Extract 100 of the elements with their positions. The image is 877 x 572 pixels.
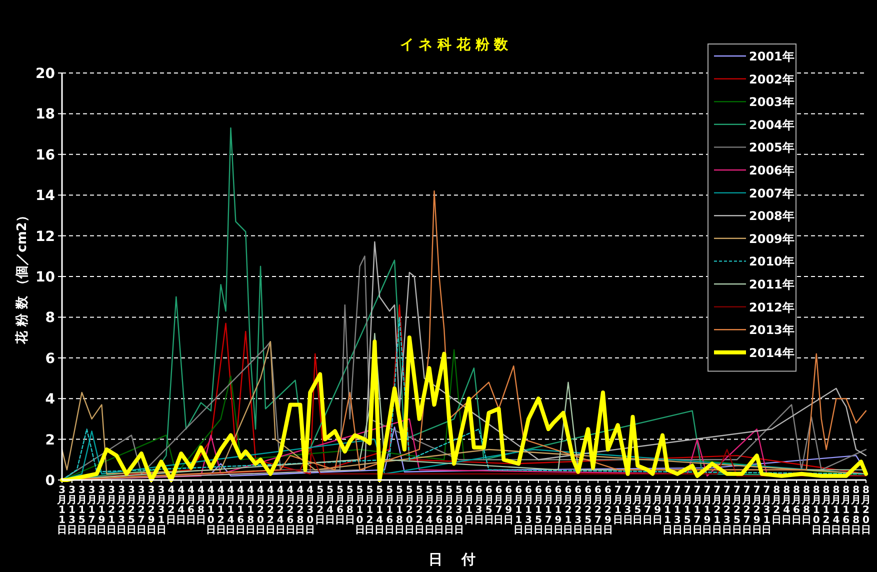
y-tick-label: 6 bbox=[45, 350, 55, 367]
x-tick-label: 7月23日 bbox=[721, 485, 732, 536]
x-tick-label: 4月18日 bbox=[244, 485, 256, 536]
x-tick-label: 3月17日 bbox=[86, 485, 97, 536]
legend-label: 2007年 bbox=[749, 186, 794, 200]
x-tick-label: 4月4日 bbox=[175, 485, 186, 526]
x-tick-label: 5月4日 bbox=[324, 485, 335, 526]
x-tick-label: 7月27日 bbox=[740, 485, 752, 536]
x-tick-label: 8月4日 bbox=[780, 485, 792, 526]
x-tick-label: 8月10日 bbox=[810, 485, 822, 536]
y-tick-label: 0 bbox=[45, 473, 56, 489]
x-tick-label: 7月29日 bbox=[750, 485, 762, 536]
x-tick-label: 6月5日 bbox=[482, 485, 494, 526]
x-tick-label: 5月6日 bbox=[334, 485, 345, 526]
x-tick-label: 3月23日 bbox=[116, 485, 127, 536]
x-tick-label: 6月3日 bbox=[472, 485, 484, 526]
x-tick-label: 5月22日 bbox=[413, 485, 424, 536]
x-tick-label: 3月15日 bbox=[76, 485, 87, 536]
x-tick-label: 5月8日 bbox=[344, 485, 355, 526]
legend-label: 2011年 bbox=[749, 278, 794, 292]
x-tick-label: 5月12日 bbox=[364, 485, 375, 536]
x-tick-label: 6月11日 bbox=[512, 485, 524, 536]
x-tick-label: 4月16日 bbox=[234, 485, 246, 536]
x-tick-label: 7月13日 bbox=[671, 485, 682, 536]
x-tick-label: 7月1日 bbox=[612, 485, 623, 526]
x-tick-label: 4月2日 bbox=[165, 485, 176, 526]
x-tick-label: 7月25日 bbox=[730, 485, 742, 536]
x-tick-label: 7月7日 bbox=[642, 485, 653, 526]
x-tick-label: 3月13日 bbox=[66, 485, 77, 536]
y-tick-label: 14 bbox=[36, 188, 56, 204]
x-tick-label: 6月1日 bbox=[462, 485, 474, 526]
x-tick-label: 5月30日 bbox=[453, 485, 464, 536]
legend-label: 2003年 bbox=[749, 95, 794, 110]
x-tick-label: 4月12日 bbox=[214, 485, 226, 536]
x-tick-label: 7月17日 bbox=[691, 485, 702, 536]
y-tick-label: 16 bbox=[36, 147, 55, 164]
x-tick-label: 3月11日 bbox=[56, 485, 67, 536]
chart-title: イ ネ 科 花 粉 数 bbox=[400, 37, 510, 53]
x-tick-label: 6月13日 bbox=[522, 485, 534, 536]
x-tick-label: 5月2日 bbox=[314, 485, 326, 526]
x-tick-label: 5月18日 bbox=[393, 485, 404, 536]
x-tick-label: 8月18日 bbox=[850, 485, 862, 536]
x-tick-label: 8月2日 bbox=[770, 485, 782, 526]
x-tick-label: 4月24日 bbox=[274, 485, 286, 536]
y-tick-label: 10 bbox=[36, 270, 56, 286]
legend-label: 2013年 bbox=[749, 323, 794, 338]
x-tick-label: 6月15日 bbox=[532, 485, 544, 536]
x-tick-label: 5月10日 bbox=[354, 485, 365, 536]
y-tick-label: 20 bbox=[36, 66, 56, 82]
x-tick-label: 3月29日 bbox=[145, 485, 156, 536]
y-tick-label: 8 bbox=[45, 310, 55, 326]
legend-label: 2002年 bbox=[749, 72, 794, 86]
x-tick-label: 8月20日 bbox=[860, 485, 871, 536]
x-tick-label: 6月9日 bbox=[502, 485, 514, 526]
x-tick-label: 8月14日 bbox=[830, 485, 842, 536]
x-tick-label: 6月7日 bbox=[492, 485, 504, 526]
x-tick-label: 6月29日 bbox=[602, 485, 613, 536]
x-tick-label: 7月11日 bbox=[661, 485, 672, 536]
x-tick-label: 7月5日 bbox=[632, 485, 643, 526]
x-tick-label: 7月19日 bbox=[701, 485, 712, 536]
x-tick-label: 5月28日 bbox=[443, 485, 454, 536]
x-tick-label: 5月26日 bbox=[433, 485, 444, 536]
x-tick-label: 3月21日 bbox=[106, 485, 117, 536]
legend-label: 2014年 bbox=[749, 346, 794, 360]
x-tick-label: 4月14日 bbox=[224, 485, 236, 536]
x-tick-label: 3月27日 bbox=[135, 485, 146, 536]
x-tick-label: 7月9日 bbox=[652, 485, 663, 526]
y-tick-label: 18 bbox=[36, 106, 55, 123]
x-tick-label: 4月6日 bbox=[185, 485, 196, 526]
x-axis-title: 日 付 bbox=[428, 552, 476, 568]
x-tick-label: 6月25日 bbox=[582, 485, 594, 536]
x-tick-label: 6月27日 bbox=[592, 485, 603, 536]
x-tick-label: 4月30日 bbox=[304, 485, 316, 536]
x-tick-label: 5月24日 bbox=[423, 485, 434, 536]
legend-label: 2009年 bbox=[749, 232, 794, 246]
legend-label: 2005年 bbox=[749, 140, 794, 155]
x-tick-label: 8月12日 bbox=[820, 485, 832, 536]
x-tick-label: 8月16日 bbox=[840, 485, 852, 536]
x-tick-label: 6月21日 bbox=[562, 485, 574, 536]
x-tick-label: 6月19日 bbox=[552, 485, 564, 536]
x-tick-label: 3月25日 bbox=[125, 485, 136, 536]
x-tick-label: 5月14日 bbox=[374, 485, 385, 536]
legend-label: 2006年 bbox=[749, 164, 794, 178]
x-tick-label: 4月10日 bbox=[204, 485, 216, 536]
x-tick-label: 7月3日 bbox=[622, 485, 633, 526]
legend-label: 2001年 bbox=[749, 50, 794, 64]
x-tick-label: 8月6日 bbox=[790, 485, 802, 526]
x-tick-label: 3月31日 bbox=[155, 485, 166, 536]
x-tick-label: 6月17日 bbox=[542, 485, 554, 536]
legend-label: 2012年 bbox=[749, 300, 794, 314]
legend-label: 2008年 bbox=[749, 209, 794, 224]
x-tick-label: 8月8日 bbox=[800, 485, 812, 526]
x-tick-label: 7月21日 bbox=[711, 485, 722, 536]
x-tick-label: 4月8日 bbox=[194, 485, 206, 526]
legend-label: 2004年 bbox=[749, 118, 794, 132]
legend-label: 2010年 bbox=[749, 254, 794, 269]
x-tick-label: 5月16日 bbox=[384, 485, 395, 536]
y-tick-label: 4 bbox=[45, 392, 56, 408]
x-tick-label: 3月19日 bbox=[96, 485, 107, 536]
x-tick-label: 7月15日 bbox=[681, 485, 692, 536]
